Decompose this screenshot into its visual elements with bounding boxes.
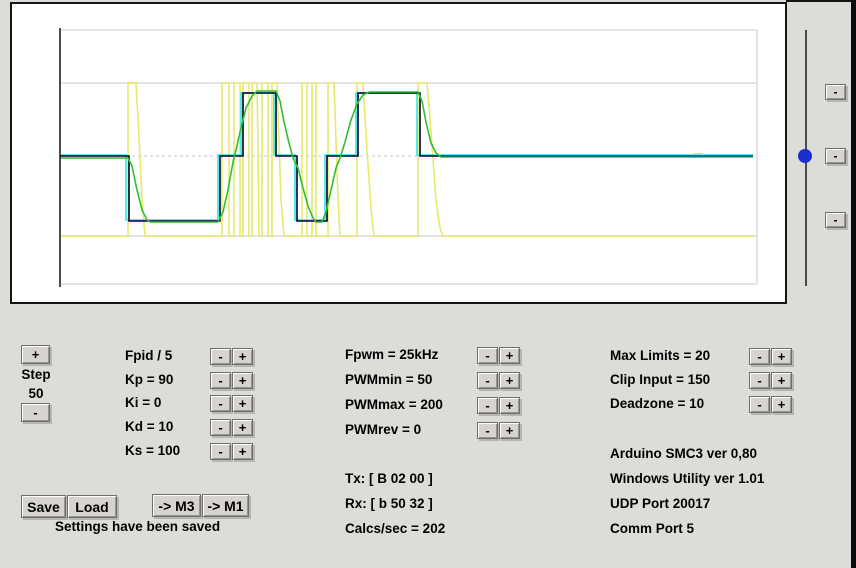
top-edge xyxy=(786,0,851,2)
param-label-ks: Ks = 100 xyxy=(125,443,181,458)
param-label-deadzone: Deadzone = 10 xyxy=(610,396,705,411)
ki-plus-button[interactable]: + xyxy=(232,395,253,412)
pwmrev-plus-button[interactable]: + xyxy=(499,422,520,439)
deadzone-minus-button[interactable]: - xyxy=(749,396,770,413)
firmware-version-label: Arduino SMC3 ver 0,80 xyxy=(610,446,758,461)
waveform-panel xyxy=(10,2,787,304)
to-m3-button[interactable]: -> M3 xyxy=(152,494,201,517)
kp-plus-button[interactable]: + xyxy=(232,372,253,389)
scale-mid-minus-button[interactable]: - xyxy=(825,148,846,164)
utility-version-label: Windows Utility ver 1.01 xyxy=(610,471,765,486)
fpwm-minus-button[interactable]: - xyxy=(477,347,498,364)
to-m1-button[interactable]: -> M1 xyxy=(202,494,249,517)
param-label-fpid: Fpid / 5 xyxy=(125,348,173,363)
clip-input-plus-button[interactable]: + xyxy=(771,372,792,389)
ks-plus-button[interactable]: + xyxy=(232,443,253,460)
pwmmax-plus-button[interactable]: + xyxy=(499,397,520,414)
fpid-minus-button[interactable]: - xyxy=(210,348,231,365)
param-label-pwmmax: PWMmax = 200 xyxy=(345,397,443,412)
param-label-clip-input: Clip Input = 150 xyxy=(610,372,711,387)
calcs-readout: Calcs/sec = 202 xyxy=(345,521,446,536)
save-button[interactable]: Save xyxy=(21,495,66,518)
param-label-pwmmin: PWMmin = 50 xyxy=(345,372,433,387)
clip-input-minus-button[interactable]: - xyxy=(749,372,770,389)
load-button[interactable]: Load xyxy=(67,495,117,518)
udp-port-label: UDP Port 20017 xyxy=(610,496,711,511)
scale-slider-thumb[interactable] xyxy=(798,149,812,163)
max-limits-plus-button[interactable]: + xyxy=(771,348,792,365)
tx-readout: Tx: [ B 02 00 ] xyxy=(345,471,433,486)
pwmrev-minus-button[interactable]: - xyxy=(477,422,498,439)
kp-minus-button[interactable]: - xyxy=(210,372,231,389)
param-label-fpwm: Fpwm = 25kHz xyxy=(345,347,439,362)
step-value: 50 xyxy=(28,386,44,401)
step-increase-button[interactable]: + xyxy=(21,345,50,364)
deadzone-plus-button[interactable]: + xyxy=(771,396,792,413)
pwmmax-minus-button[interactable]: - xyxy=(477,397,498,414)
ki-minus-button[interactable]: - xyxy=(210,395,231,412)
pwmmin-minus-button[interactable]: - xyxy=(477,372,498,389)
param-label-ki: Ki = 0 xyxy=(125,395,162,410)
fpwm-plus-button[interactable]: + xyxy=(499,347,520,364)
scale-high-minus-button[interactable]: - xyxy=(825,84,846,100)
step-label: Step xyxy=(21,367,51,382)
ks-minus-button[interactable]: - xyxy=(210,443,231,460)
status-message: Settings have been saved xyxy=(55,519,221,534)
param-label-pwmrev: PWMrev = 0 xyxy=(345,422,422,437)
pwmmin-plus-button[interactable]: + xyxy=(499,372,520,389)
rx-readout: Rx: [ b 50 32 ] xyxy=(345,496,433,511)
param-label-max-limits: Max Limits = 20 xyxy=(610,348,711,363)
max-limits-minus-button[interactable]: - xyxy=(749,348,770,365)
param-label-kp: Kp = 90 xyxy=(125,372,174,387)
comm-port-label: Comm Port 5 xyxy=(610,521,695,536)
fpid-plus-button[interactable]: + xyxy=(232,348,253,365)
kd-minus-button[interactable]: - xyxy=(210,419,231,436)
param-label-kd: Kd = 10 xyxy=(125,419,174,434)
right-edge xyxy=(851,0,856,568)
kd-plus-button[interactable]: + xyxy=(232,419,253,436)
scale-low-minus-button[interactable]: - xyxy=(825,212,846,228)
step-decrease-button[interactable]: - xyxy=(21,403,50,422)
